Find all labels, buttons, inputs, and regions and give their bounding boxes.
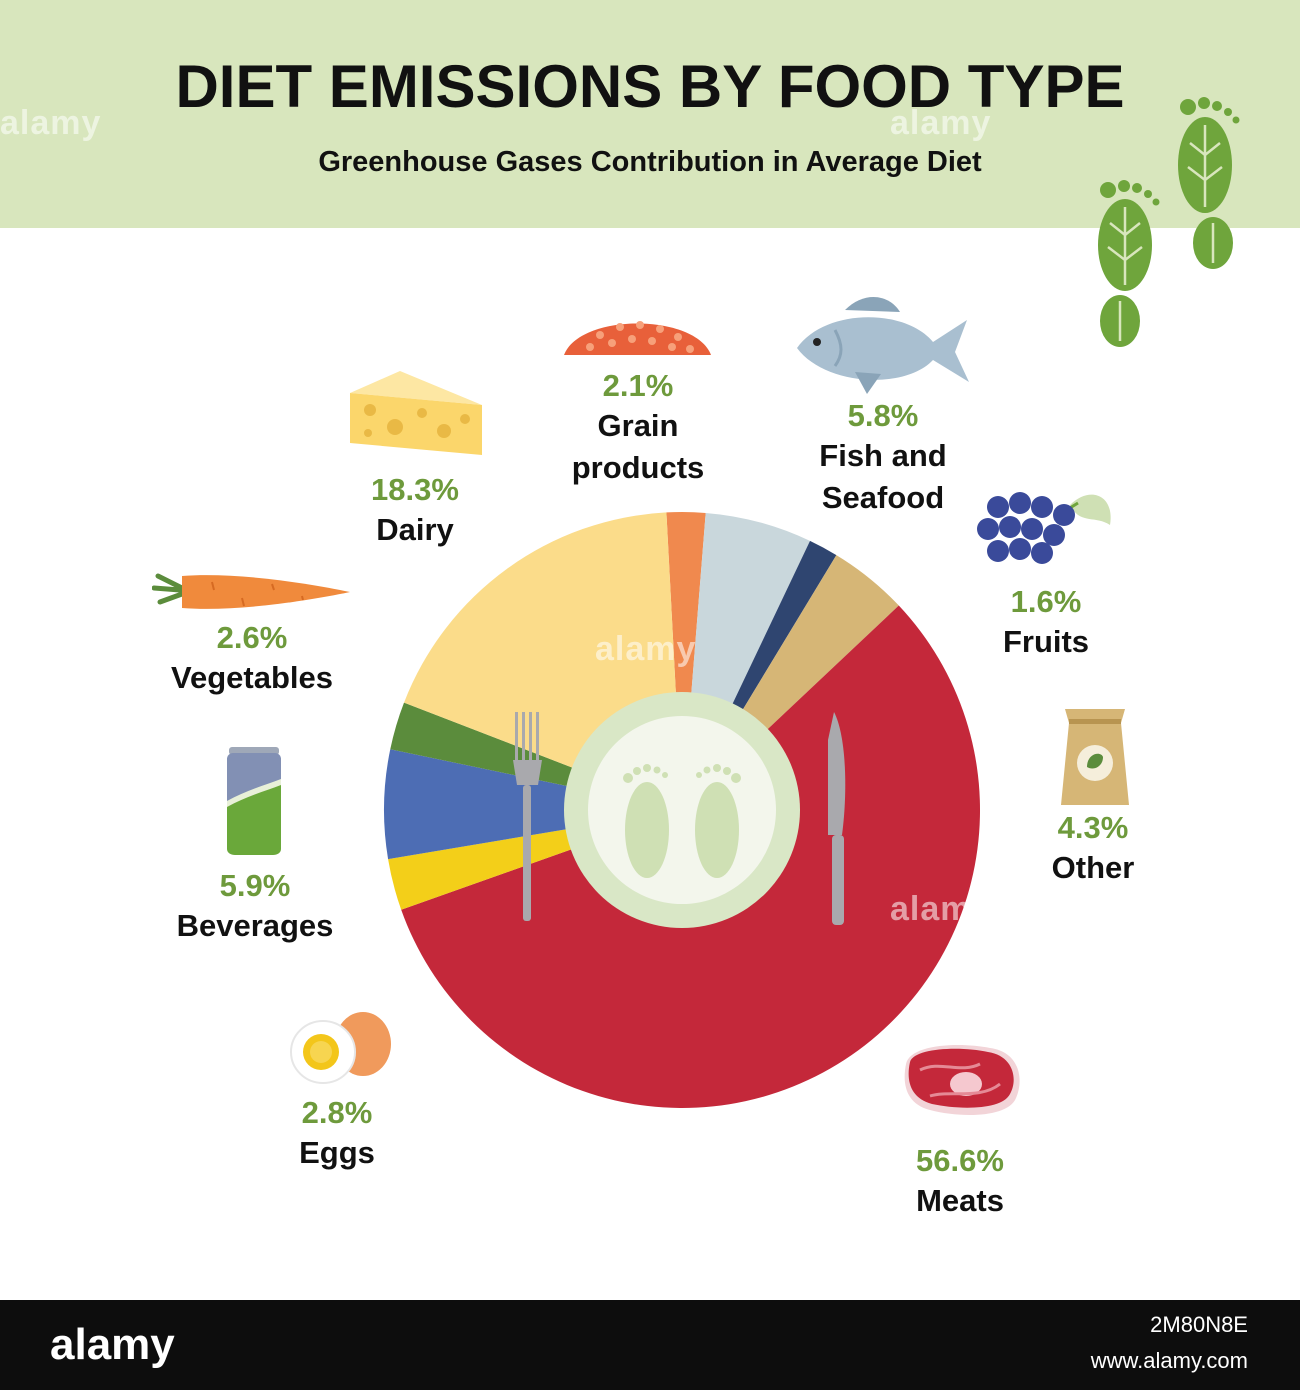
pie-slice-beverages [384,749,682,860]
page-title: DIET EMISSIONS BY FOOD TYPE [175,53,1125,120]
footer-url: www.alamy.com [1090,1348,1248,1373]
label-other: 4.3% Other [963,810,1223,890]
beverages-name: Beverages [176,908,334,943]
fish-name-line1: Fish and [819,438,947,473]
label-meats: 56.6% Meats [830,1143,1090,1223]
can-icon [227,747,281,855]
footer-bar: alamy 2M80N8E www.alamy.com [0,1300,1300,1390]
meats-name: Meats [916,1183,1004,1218]
label-dairy: 18.3% Dairy [285,472,545,552]
carrot-icon [152,573,350,609]
label-fish: 5.8% Fish and Seafood [753,398,1013,520]
dairy-name: Dairy [376,512,454,547]
grain-name-line2: products [571,450,705,485]
label-grain: 2.1% Grain products [508,368,768,490]
cheese-icon [350,371,482,455]
plate-center [588,716,776,904]
vegetables-percent: 2.6% [216,620,288,655]
label-eggs: 2.8% Eggs [207,1095,467,1175]
header-band [0,0,1300,228]
sack-icon [1061,709,1129,805]
footer-image-code: 2M80N8E [1150,1312,1248,1337]
grain-icon [564,321,711,355]
other-name: Other [1051,850,1135,885]
eggs-percent: 2.8% [301,1095,373,1130]
vegetables-name: Vegetables [171,660,333,695]
grapes-icon [977,492,1111,564]
eggs-name: Eggs [299,1135,375,1170]
dairy-percent: 18.3% [371,472,459,507]
fish-icon [797,297,969,394]
pie-slice-grain-products [666,511,706,810]
fish-percent: 5.8% [847,398,919,433]
steak-icon [904,1045,1020,1115]
meats-percent: 56.6% [916,1143,1004,1178]
page-subtitle: Greenhouse Gases Contribution in Average… [318,146,982,178]
footprints-icon [1098,97,1240,347]
grain-name-line1: Grain [597,408,679,443]
eggs-icon [290,1012,391,1084]
beverages-percent: 5.9% [219,868,291,903]
watermark: alamy [595,630,697,668]
fruits-percent: 1.6% [1010,584,1082,619]
other-percent: 4.3% [1057,810,1129,845]
label-fruits: 1.6% Fruits [916,584,1176,664]
fruits-name: Fruits [1002,624,1090,659]
watermark: alamy [890,104,992,142]
watermark: alamy [0,104,102,142]
plate-footprints-icon [623,764,741,878]
fish-name-line2: Seafood [821,480,945,515]
knife-icon [828,712,846,925]
footer-brand-logo: alamy [50,1320,175,1369]
watermark: alamy [890,890,992,928]
label-vegetables: 2.6% Vegetables [122,620,382,700]
label-beverages: 5.9% Beverages [125,868,385,948]
grain-percent: 2.1% [602,368,674,403]
fork-icon [513,712,542,921]
